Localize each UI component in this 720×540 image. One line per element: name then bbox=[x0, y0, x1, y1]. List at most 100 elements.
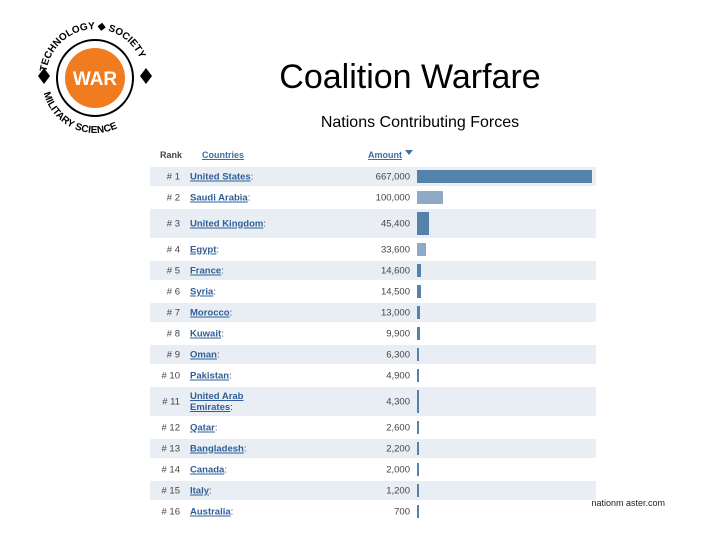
amount-bar bbox=[417, 306, 420, 319]
country-cell: Morocco: bbox=[190, 307, 233, 318]
country-cell: Qatar: bbox=[190, 422, 218, 433]
amount-cell: 700 bbox=[394, 506, 410, 517]
country-link[interactable]: Egypt bbox=[190, 244, 217, 255]
rank-cell: # 15 bbox=[161, 485, 181, 496]
country-link[interactable]: Italy bbox=[190, 485, 210, 496]
amount-cell: 667,000 bbox=[375, 171, 410, 182]
table-row: # 1 United States: 667,000 bbox=[150, 165, 596, 186]
svg-text:WAR: WAR bbox=[73, 69, 118, 90]
country-link[interactable]: United Arab Emirates bbox=[190, 390, 244, 413]
country-link[interactable]: United Kingdom bbox=[190, 218, 264, 229]
amount-bar bbox=[417, 285, 421, 298]
rank-cell: # 5 bbox=[166, 265, 180, 276]
war-logo: WAR TECHNOLOGY ◆ SOCIETY MILITARY SCIENC… bbox=[30, 18, 160, 138]
country-cell: Pakistan: bbox=[190, 370, 232, 381]
rank-cell: # 14 bbox=[161, 464, 181, 475]
amount-bar bbox=[417, 505, 419, 518]
table-row: # 2 Saudi Arabia: 100,000 bbox=[150, 186, 596, 207]
page-title: Coalition Warfare bbox=[279, 58, 541, 96]
amount-bar bbox=[417, 463, 419, 476]
amount-cell: 9,900 bbox=[386, 328, 410, 339]
amount-cell: 14,600 bbox=[380, 265, 410, 276]
table-row: # 3 United Kingdom: 45,400 bbox=[150, 207, 596, 238]
table-row: # 12 Qatar: 2,600 bbox=[150, 416, 596, 437]
amount-bar bbox=[417, 421, 419, 434]
rank-cell: # 8 bbox=[166, 328, 180, 339]
rank-cell: # 2 bbox=[166, 192, 180, 203]
amount-cell: 2,600 bbox=[386, 422, 410, 433]
table-row: # 9 Oman: 6,300 bbox=[150, 343, 596, 364]
rank-cell: # 13 bbox=[161, 443, 181, 454]
page-subtitle: Nations Contributing Forces bbox=[320, 114, 520, 131]
country-link[interactable]: Bangladesh bbox=[190, 443, 244, 454]
country-cell: United States: bbox=[190, 171, 254, 182]
rank-cell: # 4 bbox=[166, 244, 180, 255]
amount-header[interactable]: Amount bbox=[368, 150, 402, 160]
amount-bar bbox=[417, 212, 429, 235]
table-row: # 4 Egypt: 33,600 bbox=[150, 238, 596, 259]
country-cell: Italy: bbox=[190, 485, 212, 496]
country-cell: France: bbox=[190, 265, 224, 276]
amount-cell: 6,300 bbox=[386, 349, 410, 360]
amount-cell: 1,200 bbox=[386, 485, 410, 496]
table-row: # 7 Morocco: 13,000 bbox=[150, 301, 596, 322]
country-link[interactable]: Oman bbox=[190, 349, 217, 360]
country-link[interactable]: United States bbox=[190, 171, 251, 182]
amount-bar bbox=[417, 170, 592, 183]
amount-bar bbox=[417, 390, 419, 413]
country-link[interactable]: France bbox=[190, 265, 222, 276]
country-cell: Kuwait: bbox=[190, 328, 224, 339]
amount-cell: 4,300 bbox=[386, 396, 410, 407]
country-link[interactable]: Morocco bbox=[190, 307, 230, 318]
amount-cell: 100,000 bbox=[375, 192, 410, 203]
country-cell: Saudi Arabia: bbox=[190, 192, 251, 203]
amount-cell: 33,600 bbox=[380, 244, 410, 255]
rank-header: Rank bbox=[160, 150, 183, 160]
amount-bar bbox=[417, 327, 420, 340]
table-row: # 6 Syria: 14,500 bbox=[150, 280, 596, 301]
table-row: # 10 Pakistan: 4,900 bbox=[150, 364, 596, 385]
country-link[interactable]: Syria bbox=[190, 286, 214, 297]
table-row: # 11 United Arab Emirates: 4,300 bbox=[150, 385, 596, 416]
amount-cell: 13,000 bbox=[380, 307, 410, 318]
rank-cell: # 1 bbox=[166, 171, 180, 182]
country-link[interactable]: Saudi Arabia bbox=[190, 192, 248, 203]
country-link[interactable]: Canada bbox=[190, 464, 225, 475]
country-link[interactable]: Kuwait bbox=[190, 328, 222, 339]
country-link[interactable]: Australia bbox=[190, 506, 231, 517]
rank-cell: # 9 bbox=[166, 349, 180, 360]
table-row: # 8 Kuwait: 9,900 bbox=[150, 322, 596, 343]
country-cell: Syria: bbox=[190, 286, 216, 297]
amount-bar bbox=[417, 348, 419, 361]
country-cell: Bangladesh: bbox=[190, 443, 247, 454]
table-row: # 14 Canada: 2,000 bbox=[150, 458, 596, 479]
rank-cell: # 3 bbox=[166, 218, 180, 229]
rank-cell: # 11 bbox=[162, 396, 180, 407]
amount-cell: 4,900 bbox=[386, 370, 410, 381]
rank-cell: # 12 bbox=[161, 422, 181, 433]
amount-bar bbox=[417, 369, 419, 382]
sort-down-icon[interactable] bbox=[405, 150, 413, 155]
amount-bar bbox=[417, 484, 419, 497]
table-header: Rank Countries Amount bbox=[150, 148, 596, 165]
rank-cell: # 10 bbox=[161, 370, 181, 381]
country-link[interactable]: Qatar bbox=[190, 422, 215, 433]
amount-bar bbox=[417, 264, 421, 277]
amount-cell: 45,400 bbox=[380, 218, 410, 229]
source-credit: nationm aster.com bbox=[591, 498, 665, 508]
country-cell: United Kingdom: bbox=[190, 218, 266, 229]
country-cell: United Arab Emirates: bbox=[190, 390, 244, 413]
amount-cell: 2,200 bbox=[386, 443, 410, 454]
country-cell: Canada: bbox=[190, 464, 227, 475]
rank-cell: # 6 bbox=[166, 286, 180, 297]
country-cell: Oman: bbox=[190, 349, 220, 360]
rank-cell: # 16 bbox=[161, 506, 181, 517]
country-link[interactable]: Pakistan bbox=[190, 370, 230, 381]
amount-cell: 2,000 bbox=[386, 464, 410, 475]
countries-header[interactable]: Countries bbox=[202, 150, 245, 160]
table-row: # 13 Bangladesh: 2,200 bbox=[150, 437, 596, 458]
table-body: # 1 United States: 667,000 # 2 Saudi Arabia:… bbox=[150, 165, 596, 521]
table-row: # 5 France: 14,600 bbox=[150, 259, 596, 280]
country-cell: Egypt: bbox=[190, 244, 220, 255]
amount-bar bbox=[417, 243, 426, 256]
